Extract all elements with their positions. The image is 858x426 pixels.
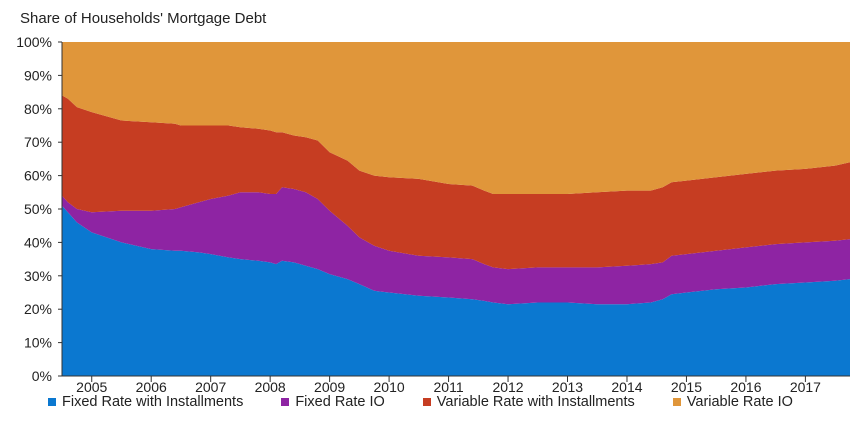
legend-item: Variable Rate IO xyxy=(672,394,793,410)
y-tick-label: 30% xyxy=(24,268,52,284)
x-tick-label: 2016 xyxy=(730,379,761,395)
legend-label: Fixed Rate IO xyxy=(295,394,385,410)
area-variable-rate-with-installments xyxy=(62,95,850,270)
chart-title: Share of Households' Mortgage Debt xyxy=(20,10,267,27)
x-tick-label: 2005 xyxy=(76,379,107,395)
legend-item: Fixed Rate with Installments xyxy=(48,394,243,410)
legend-swatch xyxy=(672,398,681,406)
legend-swatch xyxy=(48,398,56,406)
legend-item: Fixed Rate IO xyxy=(281,394,385,410)
y-tick-label: 20% xyxy=(24,301,52,317)
x-tick-label: 2014 xyxy=(611,379,642,395)
axes: 0% 10% 20% 30% 40% 50% 60% 70% 80% 90% 100% 2005 200… xyxy=(16,34,850,395)
y-tick-label: 60% xyxy=(24,168,52,184)
legend-swatch xyxy=(281,398,290,406)
y-tick-label: 50% xyxy=(24,201,52,217)
y-tick-label: 10% xyxy=(24,335,52,351)
area-fixed-rate-with-installments xyxy=(62,205,850,376)
x-tick-label: 2007 xyxy=(195,379,226,395)
x-tick-label: 2010 xyxy=(374,379,405,395)
x-tick-label: 2017 xyxy=(790,379,821,395)
legend-label: Variable Rate with Installments xyxy=(436,394,635,410)
legend-label: Fixed Rate with Installments xyxy=(62,394,244,410)
area-variable-rate-io xyxy=(62,42,850,194)
area-layers xyxy=(62,42,850,376)
x-tick-label: 2009 xyxy=(314,379,345,395)
legend-label: Variable Rate IO xyxy=(686,394,793,410)
area-fixed-rate-io xyxy=(62,187,850,305)
y-tick-label: 40% xyxy=(24,234,52,250)
x-tick-label: 2006 xyxy=(136,379,167,395)
x-tick-label: 2011 xyxy=(434,379,464,395)
legend: Fixed Rate with Installments Fixed Rate I… xyxy=(48,394,793,410)
y-tick-label: 90% xyxy=(24,67,52,83)
legend-swatch xyxy=(422,398,431,406)
y-tick-label: 80% xyxy=(24,101,52,117)
x-tick-label: 2013 xyxy=(552,379,583,395)
x-tick-label: 2012 xyxy=(492,379,523,395)
legend-item: Variable Rate with Installments xyxy=(422,394,635,410)
y-tick-label: 100% xyxy=(16,34,52,50)
x-tick-label: 2015 xyxy=(671,379,702,395)
y-tick-label: 70% xyxy=(24,134,52,150)
y-tick-label: 0% xyxy=(32,368,52,384)
x-tick-label: 2008 xyxy=(255,379,286,395)
